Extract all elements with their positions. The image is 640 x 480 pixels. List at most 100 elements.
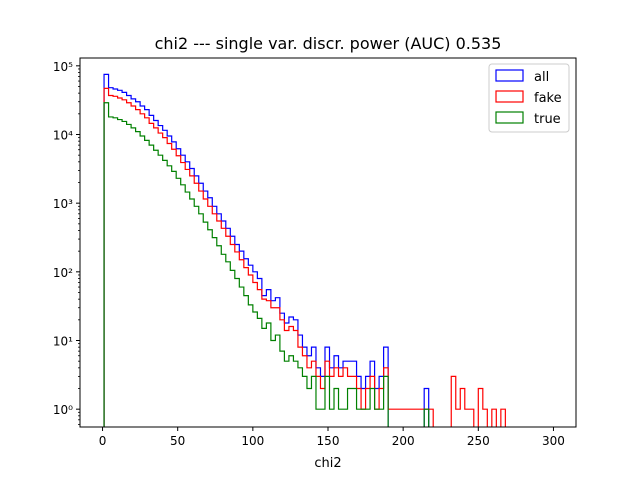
bin-true xyxy=(253,312,258,427)
bin-true xyxy=(370,389,375,428)
bin-fake xyxy=(402,409,407,427)
bin-fake xyxy=(465,409,470,427)
bin-true xyxy=(127,124,132,427)
bin-true xyxy=(131,128,136,427)
bin-true xyxy=(325,376,330,427)
bin-true xyxy=(311,376,316,427)
bin-fake xyxy=(397,409,402,427)
bin-true xyxy=(316,409,321,427)
x-tick-label: 50 xyxy=(170,434,185,448)
bin-fake xyxy=(415,409,420,427)
x-tick-label: 200 xyxy=(392,434,415,448)
bin-true xyxy=(289,356,294,427)
bin-true xyxy=(298,368,303,427)
x-tick-label: 100 xyxy=(241,434,264,448)
bin-true xyxy=(275,335,280,427)
x-tick-label: 0 xyxy=(99,434,107,448)
bin-fake xyxy=(492,409,497,427)
y-tick-label: 10³ xyxy=(53,197,73,211)
x-tick-label: 250 xyxy=(467,434,490,448)
bin-true xyxy=(118,120,123,427)
bin-true xyxy=(172,171,177,427)
legend-label-fake: fake xyxy=(534,91,562,106)
bin-true xyxy=(366,409,371,427)
bin-true xyxy=(375,409,380,427)
bin-true xyxy=(262,328,267,427)
bin-true xyxy=(185,192,190,427)
bin-true xyxy=(122,121,127,427)
bin-fake xyxy=(478,389,483,428)
legend-label-true: true xyxy=(534,112,561,127)
bin-true xyxy=(357,409,362,427)
bin-true xyxy=(136,132,141,427)
bin-true xyxy=(320,409,325,427)
bin-true xyxy=(302,376,307,427)
bin-true xyxy=(140,136,145,427)
bin-true xyxy=(154,150,159,427)
bin-true xyxy=(284,361,289,427)
bin-true xyxy=(343,409,348,427)
bin-true xyxy=(334,389,339,428)
bin-fake xyxy=(460,389,465,428)
x-tick-label: 300 xyxy=(542,434,565,448)
bin-fake xyxy=(483,409,488,427)
y-tick-label: 10⁰ xyxy=(53,403,73,417)
bin-true xyxy=(109,117,114,427)
bin-true xyxy=(217,246,222,427)
bin-true xyxy=(226,262,231,427)
x-tick-label: 150 xyxy=(317,434,340,448)
bin-true xyxy=(203,222,208,427)
bin-true xyxy=(113,118,118,427)
bin-true xyxy=(361,409,366,427)
y-tick-label: 10⁴ xyxy=(53,128,73,142)
plot-frame xyxy=(79,57,577,428)
bin-true xyxy=(208,230,213,427)
bin-fake xyxy=(501,409,506,427)
bin-true xyxy=(280,351,285,427)
bin-fake xyxy=(388,409,393,427)
bin-true xyxy=(167,166,172,427)
bin-true xyxy=(199,214,204,427)
bin-true xyxy=(244,296,249,427)
bin-true xyxy=(181,185,186,427)
bin-true xyxy=(266,323,271,427)
bin-fake xyxy=(406,409,411,427)
bin-true xyxy=(176,178,181,427)
bin-true xyxy=(424,409,429,427)
bin-true xyxy=(257,318,262,427)
bin-true xyxy=(307,389,312,428)
bin-true xyxy=(190,199,195,427)
bin-true xyxy=(163,160,168,427)
bin-true xyxy=(271,341,276,428)
bin-true xyxy=(235,278,240,427)
bin-true xyxy=(339,409,344,427)
y-tick-label: 10¹ xyxy=(53,335,73,349)
bin-fake xyxy=(411,409,416,427)
bin-fake xyxy=(469,409,474,427)
legend-swatch-fake xyxy=(495,90,524,103)
bin-true xyxy=(230,270,235,427)
legend-swatch-true xyxy=(495,111,524,124)
bin-true xyxy=(221,254,226,427)
bin-true xyxy=(212,238,217,427)
bin-fake xyxy=(429,409,434,427)
bin-fake xyxy=(393,409,398,427)
bin-true xyxy=(158,155,163,427)
bin-true xyxy=(348,389,353,428)
y-tick-label: 10⁵ xyxy=(53,60,73,74)
y-tick-label: 10² xyxy=(53,266,73,280)
bin-true xyxy=(145,140,150,427)
bottom-mask xyxy=(0,427,640,480)
chart-title: chi2 --- single var. discr. power (AUC) … xyxy=(155,34,502,53)
bin-true xyxy=(194,206,199,427)
legend-label-all: all xyxy=(534,70,549,85)
x-axis-label: chi2 xyxy=(314,456,341,471)
bin-true xyxy=(352,389,357,428)
bin-true xyxy=(293,361,298,427)
bin-true xyxy=(104,103,109,427)
bin-true xyxy=(330,409,335,427)
bin-true xyxy=(384,376,389,427)
legend: all fake true xyxy=(488,63,570,133)
